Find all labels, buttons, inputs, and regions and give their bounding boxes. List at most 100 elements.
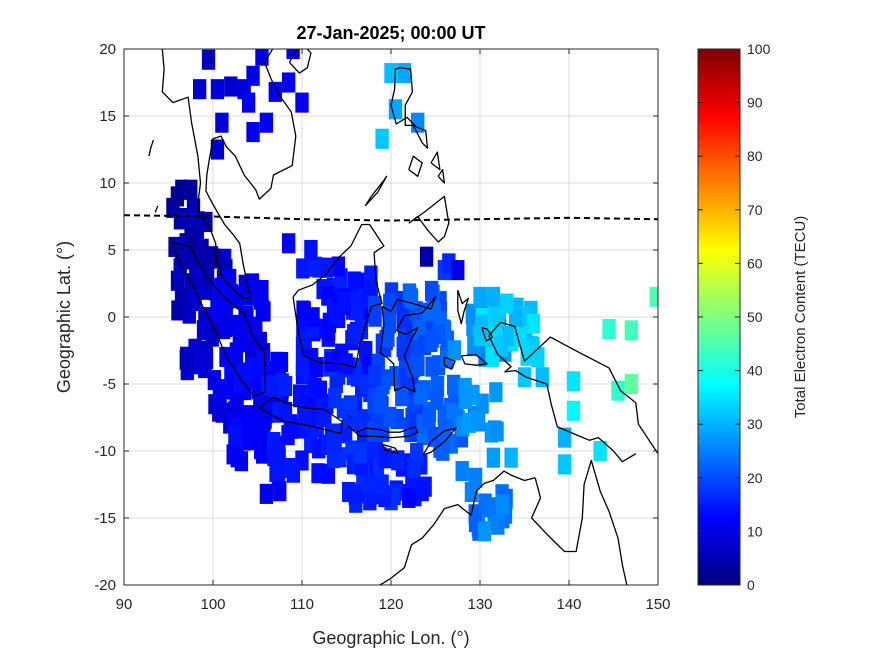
tec-cell <box>475 393 489 414</box>
coastline <box>430 151 441 171</box>
y-tick-label: -20 <box>94 577 116 594</box>
tec-cell <box>207 248 221 269</box>
tec-cell <box>391 450 405 471</box>
coastlines <box>148 49 658 585</box>
tec-cell <box>593 440 607 462</box>
tec-cell <box>381 326 395 347</box>
tec-cell <box>438 419 452 440</box>
tec-cell <box>281 233 296 254</box>
tec-cells <box>166 49 658 542</box>
colorbar-tick-label: 70 <box>747 202 763 218</box>
tec-cell <box>311 463 325 484</box>
tec-cell <box>353 443 367 464</box>
tec-cell <box>363 490 377 511</box>
chart-title: 27-Jan-2025; 00:00 UT <box>296 23 485 43</box>
tec-cell <box>295 356 310 377</box>
tec-cell <box>326 448 341 469</box>
tec-cell <box>259 483 274 504</box>
coastline <box>258 396 343 435</box>
tec-cell <box>253 289 267 310</box>
y-tick-label: 15 <box>99 108 116 125</box>
tec-cell <box>468 467 483 488</box>
tec-cell <box>446 402 460 423</box>
coastline <box>390 470 536 579</box>
tec-cell <box>270 351 284 372</box>
coastline <box>390 67 429 149</box>
x-tick-label: 140 <box>556 596 581 613</box>
tec-cell <box>286 462 301 483</box>
x-tick-label: 120 <box>378 596 403 613</box>
tec-cell <box>272 441 286 462</box>
tec-cell <box>531 347 545 368</box>
tec-cell <box>504 447 518 468</box>
colorbar-tick-label: 60 <box>747 255 763 271</box>
colorbar-ticks: 0 10 20 30 40 50 60 70 80 90 100 <box>698 41 771 593</box>
magnetic-equator-line <box>124 214 658 222</box>
axis-ticks: 90 100 110 120 130 140 150 -20 -15 -10 -5 0 5 10 15 20 <box>94 41 670 613</box>
tec-cell <box>321 320 336 341</box>
colorbar-tick-label: 0 <box>747 577 755 593</box>
coastline <box>488 335 637 463</box>
tec-cell <box>186 209 200 230</box>
tec-cell <box>490 421 504 442</box>
tec-cell <box>259 112 274 133</box>
tec-cell <box>535 367 549 388</box>
tec-cell <box>446 374 461 395</box>
coastline <box>379 296 437 393</box>
tec-cell <box>224 76 238 97</box>
tec-cell <box>624 320 638 341</box>
tec-cell <box>230 447 244 468</box>
tec-cell <box>451 260 465 281</box>
tec-cell <box>170 186 185 207</box>
y-axis-label: Geographic Lat. (°) <box>54 241 74 393</box>
tec-cell <box>237 362 251 383</box>
coastline <box>530 459 628 585</box>
tec-cell <box>424 280 439 301</box>
y-tick-label: 20 <box>99 41 116 58</box>
tec-cell <box>517 367 532 388</box>
tec-cell <box>373 393 387 414</box>
tec-cell <box>184 179 198 200</box>
coastline <box>292 223 385 369</box>
colorbar-tick-label: 80 <box>747 148 763 164</box>
coastline <box>443 356 456 370</box>
tec-cell <box>295 92 309 113</box>
tec-cell <box>430 389 444 410</box>
tec-cell <box>491 514 505 535</box>
colorbar-tick-label: 100 <box>747 41 771 57</box>
colorbar-tick-label: 20 <box>747 470 763 486</box>
tec-cell <box>319 257 334 278</box>
tec-cell <box>500 293 514 314</box>
tec-cell <box>557 427 572 448</box>
coastline <box>148 139 155 157</box>
tec-cell <box>256 350 271 371</box>
tec-cell <box>422 407 436 428</box>
tec-cell <box>649 286 658 307</box>
coastline <box>488 321 658 455</box>
tec-cell <box>419 246 434 267</box>
tec-cell <box>348 484 362 505</box>
tec-cell <box>602 319 616 340</box>
tec-cell <box>611 380 625 401</box>
coastline <box>288 49 312 74</box>
tec-cell <box>395 386 409 407</box>
tec-cell <box>402 487 416 508</box>
coastline <box>346 425 419 439</box>
tec-cell <box>356 428 371 449</box>
colorbar-tick-label: 30 <box>747 416 763 432</box>
tec-cell <box>224 347 239 368</box>
tec-cell <box>210 79 225 100</box>
colorbar-tick-label: 40 <box>747 363 763 379</box>
tec-cell <box>424 332 438 353</box>
tec-cell <box>368 306 382 327</box>
tec-cell <box>321 463 336 484</box>
x-tick-label: 130 <box>467 596 492 613</box>
tec-cell <box>486 447 501 468</box>
x-axis-label: Geographic Lon. (°) <box>312 628 469 648</box>
tec-cell <box>486 286 501 307</box>
tec-cell <box>347 324 361 345</box>
tec-cell <box>415 481 429 502</box>
coastline <box>161 49 297 299</box>
colorbar-tick-label: 10 <box>747 523 763 539</box>
tec-cell <box>328 388 342 409</box>
